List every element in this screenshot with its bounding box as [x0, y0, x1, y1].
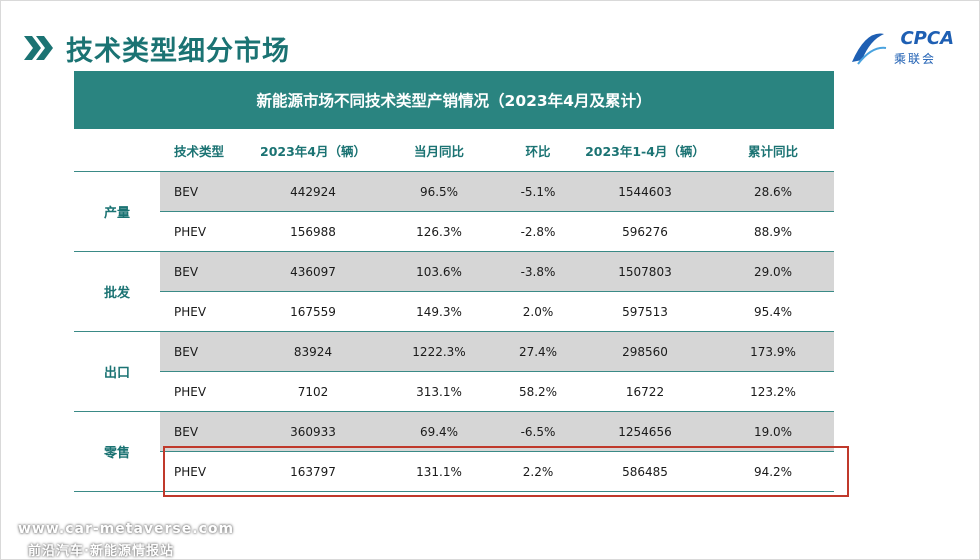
tech-type-cell: PHEV [174, 464, 207, 479]
watermark-sub: 前沿汽车·新能源情报站 [28, 544, 174, 559]
logo-subtext: 乘联会 [893, 52, 936, 66]
table-cell: 126.3% [416, 224, 462, 239]
table-cell: 69.4% [419, 424, 459, 439]
column-header: 技术类型 [174, 143, 225, 159]
market-table: 新能源市场不同技术类型产销情况（2023年4月及累计） 技术类型 2023年4月… [74, 71, 834, 492]
table-row: PHEV 167559 149.3% 2.0% 597513 95.4% [160, 292, 834, 331]
table-cell: -2.8% [520, 224, 556, 239]
table-group: 零售 BEV 360933 69.4% -6.5% 1254656 19.0% PHEV 163… [74, 412, 834, 492]
watermark-site: www.car-metaverse.com [18, 521, 235, 537]
table-cell: 95.4% [753, 304, 793, 319]
logo-swoosh-icon [852, 33, 887, 65]
table-cell: 596276 [622, 224, 668, 239]
table-cell: 28.6% [753, 184, 793, 199]
table-cell: 2.2% [522, 464, 554, 479]
table-cell: 597513 [622, 304, 668, 319]
table-cell: 88.9% [753, 224, 793, 239]
table-cell: 1254656 [618, 424, 672, 439]
table-cell: -5.1% [520, 184, 556, 199]
table-cell: 2.0% [522, 304, 554, 319]
table-row: PHEV 156988 126.3% -2.8% 596276 88.9% [160, 212, 834, 251]
tech-type-cell: PHEV [174, 304, 207, 319]
cpca-logo: CPCA 乘联会 [848, 26, 960, 68]
table-cell: 298560 [622, 344, 668, 359]
table-cell: 16722 [625, 384, 665, 399]
table-cell: -3.8% [520, 264, 556, 279]
table-cell: 442924 [290, 184, 336, 199]
table-cell: 83924 [293, 344, 333, 359]
table-cell: 96.5% [419, 184, 459, 199]
table-cell: 167559 [290, 304, 336, 319]
page-title: 技术类型细分市场 [66, 35, 290, 67]
table-cell: 163797 [290, 464, 336, 479]
table-cell: 103.6% [416, 264, 462, 279]
table-cell: 313.1% [416, 384, 462, 399]
tech-type-cell: PHEV [174, 224, 207, 239]
table-cell: 29.0% [753, 264, 793, 279]
header: 技术类型细分市场 [22, 28, 290, 68]
table-body: 产量 BEV 442924 96.5% -5.1% 1544603 28.6% PHEV 156… [74, 172, 834, 492]
table-row: BEV 436097 103.6% -3.8% 1507803 29.0% [160, 252, 834, 292]
table-cell: 7102 [297, 384, 329, 399]
group-label: 出口 [103, 366, 130, 381]
column-header: 当月同比 [413, 143, 464, 159]
table-group: 产量 BEV 442924 96.5% -5.1% 1544603 28.6% PHEV 156… [74, 172, 834, 252]
table-cell: -6.5% [520, 424, 556, 439]
table-cell: 1544603 [618, 184, 672, 199]
table-row: BEV 360933 69.4% -6.5% 1254656 19.0% [160, 412, 834, 452]
tech-type-cell: PHEV [174, 384, 207, 399]
table-cell: 94.2% [753, 464, 793, 479]
logo-text: CPCA [900, 28, 954, 49]
table-cell: 58.2% [518, 384, 558, 399]
column-header: 2023年4月（辆） [260, 143, 366, 159]
table-cell: 1507803 [618, 264, 672, 279]
table-cell: 27.4% [518, 344, 558, 359]
tech-type-cell: BEV [174, 424, 199, 439]
table-cell: 131.1% [416, 464, 462, 479]
table-cell: 173.9% [750, 344, 796, 359]
column-header: 环比 [525, 143, 551, 159]
double-chevron-icon [24, 36, 53, 60]
table-cell: 123.2% [750, 384, 796, 399]
group-label: 零售 [103, 446, 130, 461]
table-cell: 1222.3% [412, 344, 466, 359]
column-header: 2023年1-4月（辆） [585, 143, 705, 159]
table-cell: 156988 [290, 224, 336, 239]
table-cell: 19.0% [753, 424, 793, 439]
tech-type-cell: BEV [174, 344, 199, 359]
table-cell: 149.3% [416, 304, 462, 319]
table-caption: 新能源市场不同技术类型产销情况（2023年4月及累计） [74, 71, 834, 129]
table-cell: 436097 [290, 264, 336, 279]
tech-type-cell: BEV [174, 264, 199, 279]
table-cell: 360933 [290, 424, 336, 439]
table-row: BEV 442924 96.5% -5.1% 1544603 28.6% [160, 172, 834, 212]
group-label: 产量 [103, 206, 130, 221]
column-header-row: 技术类型 2023年4月（辆） 当月同比 环比 2023年1-4月（辆） 累计同… [74, 129, 834, 172]
table-row: PHEV 163797 131.1% 2.2% 586485 94.2% [160, 452, 834, 491]
table-group: 批发 BEV 436097 103.6% -3.8% 1507803 29.0% PHEV 16… [74, 252, 834, 332]
tech-type-cell: BEV [174, 184, 199, 199]
table-cell: 586485 [622, 464, 668, 479]
group-label: 批发 [103, 286, 130, 301]
table-group: 出口 BEV 83924 1222.3% 27.4% 298560 173.9% PHEV 71… [74, 332, 834, 412]
column-header: 累计同比 [747, 143, 798, 159]
table-row: BEV 83924 1222.3% 27.4% 298560 173.9% [160, 332, 834, 372]
table-row: PHEV 7102 313.1% 58.2% 16722 123.2% [160, 372, 834, 411]
